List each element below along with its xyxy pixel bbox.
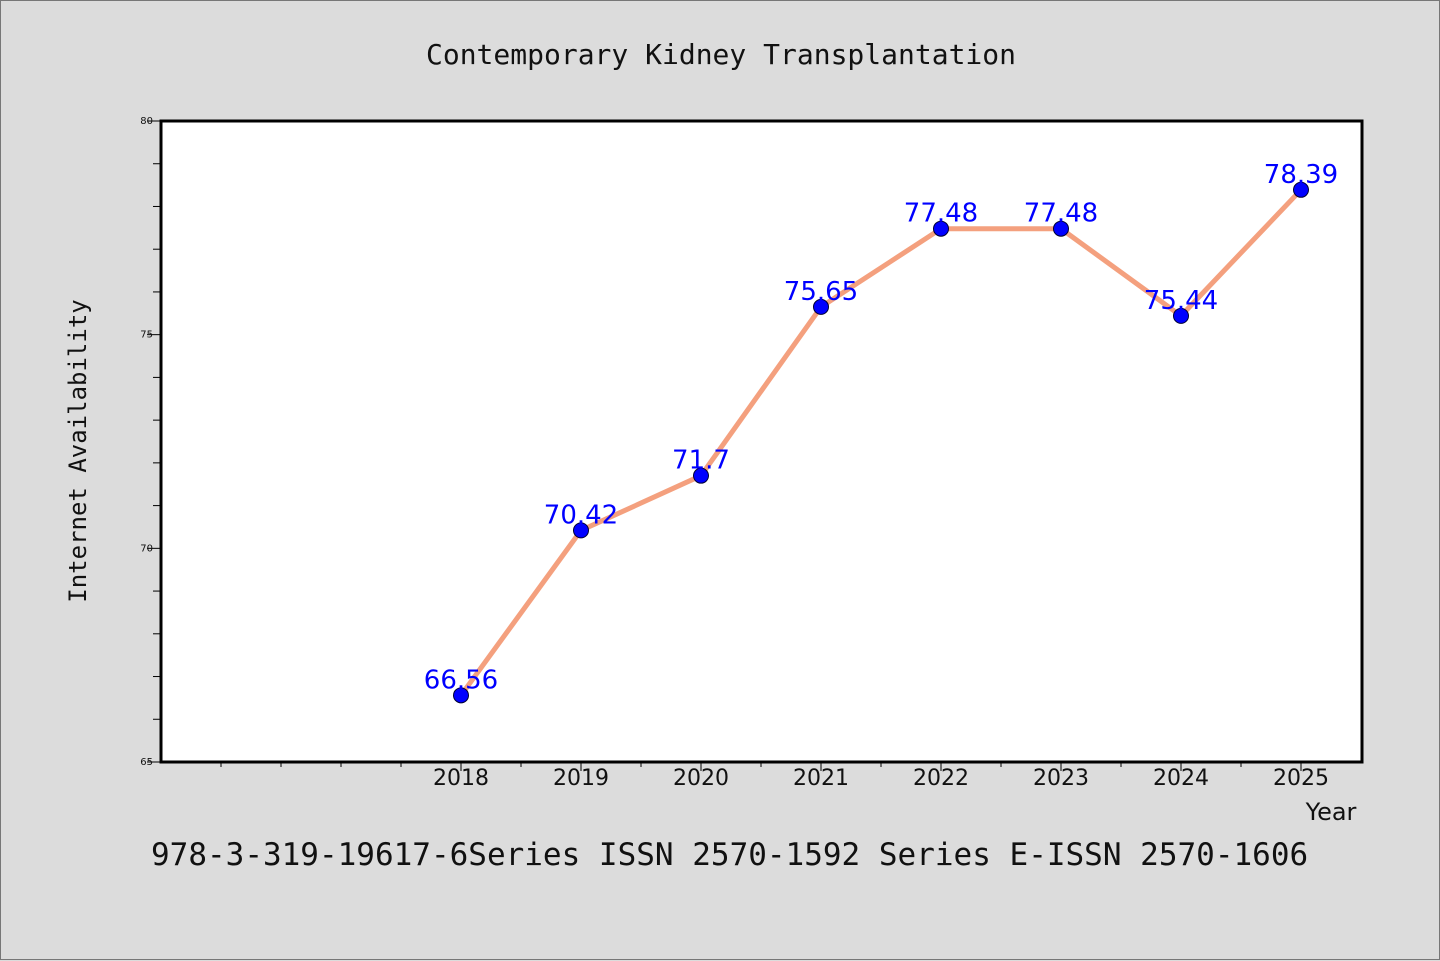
plot-area (159, 119, 1364, 764)
x-tick-label: 2020 (673, 766, 729, 791)
y-tick-label: 70 (140, 543, 153, 554)
y-tick-label: 75 (140, 330, 153, 341)
data-point (1053, 220, 1069, 237)
series-line (458, 187, 1304, 698)
data-label: 77.48 (1024, 199, 1098, 229)
data-label: 75.44 (1144, 286, 1218, 316)
data-label: 77.48 (904, 199, 978, 229)
data-labels-group: 66.56 70.42 71.7 75.65 77.48 77.48 75.44 78.39 (424, 160, 1338, 696)
data-point (933, 220, 949, 237)
y-tick-label: 80 (140, 116, 153, 127)
series-points-group (453, 181, 1309, 704)
data-label: 71.7 (672, 446, 730, 476)
x-tick-label: 2023 (1033, 766, 1089, 791)
x-tick-label: 2025 (1273, 766, 1329, 791)
data-point (453, 687, 469, 704)
x-axis-label: Year (1305, 798, 1357, 826)
data-label: 75.65 (784, 277, 858, 307)
x-tick-label: 2021 (793, 766, 849, 791)
data-point (573, 522, 589, 539)
y-tick-label: 65 (140, 757, 153, 768)
x-tick-label: 2024 (1153, 766, 1209, 791)
y-axis: 65 70 75 80 (140, 116, 161, 768)
y-axis-label: Internet Availability (64, 299, 92, 602)
chart-title: Contemporary Kidney Transplantation (426, 38, 1016, 71)
data-label: 66.56 (424, 665, 498, 695)
data-point (1173, 307, 1189, 324)
chart-subtitle: 978-3-319-19617-6Series ISSN 2570-1592 S… (151, 837, 1308, 873)
x-tick-label: 2019 (553, 766, 609, 791)
data-point (693, 467, 709, 484)
x-tick-label: 2018 (433, 766, 489, 791)
x-axis: 2018 2019 2020 2021 2022 2023 2024 2025 (220, 762, 1329, 791)
series-line-group (458, 187, 1304, 698)
data-point (813, 298, 829, 315)
data-label: 78.39 (1264, 160, 1338, 190)
data-label: 70.42 (544, 500, 618, 530)
x-tick-label: 2022 (913, 766, 969, 791)
data-point (1293, 181, 1309, 198)
